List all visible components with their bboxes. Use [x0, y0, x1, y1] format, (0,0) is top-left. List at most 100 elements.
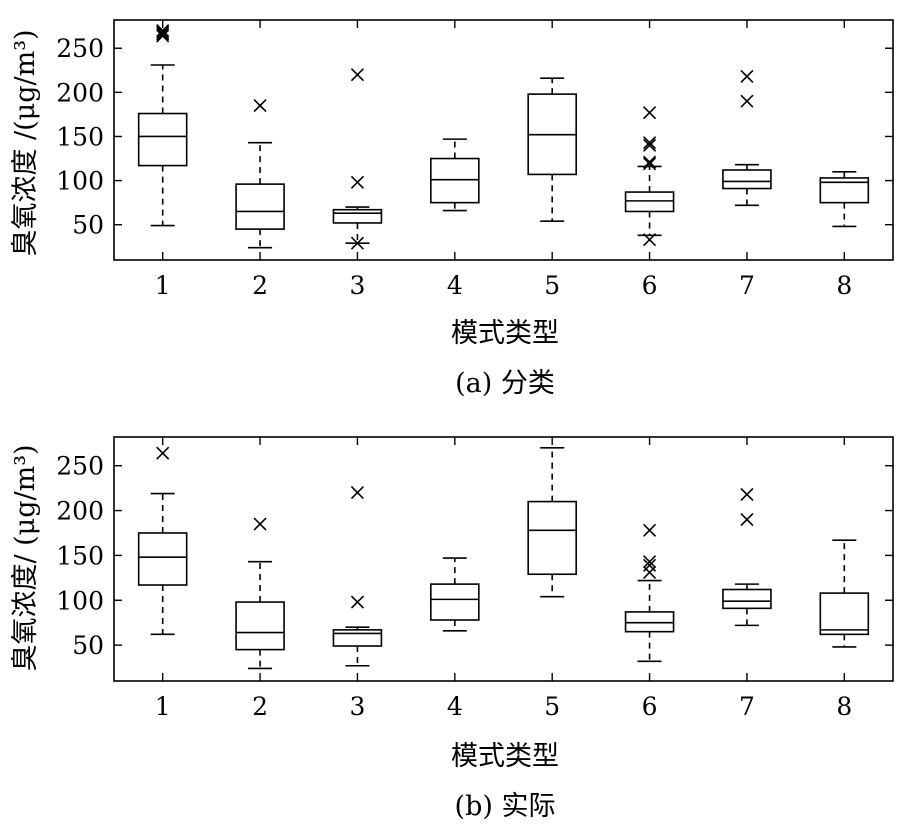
x-tick-label: 1 — [155, 692, 171, 721]
outlier-stroke — [350, 595, 365, 609]
plot-frame-a — [113, 19, 894, 261]
x-tick-label: 3 — [349, 692, 365, 721]
outlier-stroke — [642, 155, 657, 169]
box-7 — [722, 69, 772, 207]
outlier-stroke — [156, 446, 170, 460]
x-axis-a: 1 2 3 4 5 6 7 8 — [155, 20, 852, 300]
x-tick-label: 7 — [739, 271, 755, 300]
outlier-marker — [350, 595, 365, 609]
box-3 — [332, 68, 383, 250]
x-tick-label: 6 — [642, 271, 658, 300]
box-6 — [624, 523, 675, 663]
outlier-stroke — [156, 24, 170, 38]
box-body — [332, 208, 383, 224]
y-axis-b: 50 100 150 200 250 — [56, 452, 893, 660]
outlier-marker — [156, 29, 170, 43]
box-body — [137, 532, 188, 586]
y-tick-label: 150 — [56, 122, 104, 151]
outlier-marker — [740, 69, 754, 84]
box-1 — [137, 24, 188, 227]
x-tick-label: 4 — [447, 271, 463, 300]
outlier-marker — [253, 99, 267, 113]
boxes-b — [137, 446, 870, 670]
y-axis-label-b: 臭氧浓度/ (μg/m³) — [10, 444, 41, 671]
outlier-marker — [253, 517, 267, 531]
outlier-stroke — [350, 68, 365, 82]
outlier-marker — [642, 558, 657, 572]
y-tick-label: 50 — [72, 631, 104, 660]
y-tick-label: 100 — [56, 167, 104, 196]
outlier-stroke — [350, 486, 365, 500]
outlier-stroke — [350, 175, 365, 189]
box-3 — [332, 486, 383, 667]
outlier-stroke — [156, 25, 170, 39]
outlier-stroke — [642, 523, 657, 537]
box-body — [235, 183, 285, 230]
outlier-stroke — [642, 233, 657, 247]
x-tick-label: 3 — [349, 271, 365, 300]
x-tick-label: 1 — [155, 271, 171, 300]
outlier-marker — [740, 94, 754, 108]
box-2 — [235, 517, 285, 670]
y-tick-label: 250 — [56, 34, 104, 63]
outlier-stroke — [642, 138, 657, 152]
y-axis-a: 50 100 150 200 250 — [56, 34, 893, 240]
outlier-marker — [642, 233, 657, 247]
box-body — [722, 588, 772, 610]
box-5 — [527, 77, 577, 222]
outlier-marker — [156, 25, 170, 39]
y-tick-label: 50 — [72, 211, 104, 240]
outlier-marker — [350, 486, 365, 500]
box-7 — [722, 487, 772, 627]
x-tick-label: 6 — [642, 692, 658, 721]
x-axis-label-b: 模式类型 — [451, 741, 559, 772]
y-tick-label: 200 — [56, 78, 104, 107]
outlier-marker — [642, 565, 657, 580]
outlier-stroke — [740, 69, 754, 84]
outlier-stroke — [253, 99, 267, 113]
outlier-marker — [350, 68, 365, 82]
caption-b: (b) 实际 — [455, 791, 556, 822]
x-axis-b: 1 2 3 4 5 6 7 8 — [155, 437, 852, 721]
box-body — [722, 169, 772, 190]
outlier-stroke — [156, 27, 170, 41]
outlier-stroke — [156, 29, 170, 43]
box-body — [235, 601, 285, 651]
outlier-stroke — [642, 136, 657, 150]
outlier-marker — [642, 157, 657, 171]
caption-a: (a) 分类 — [455, 368, 555, 399]
box-body — [430, 157, 480, 204]
x-axis-label-a: 模式类型 — [451, 318, 559, 349]
box-body — [624, 191, 675, 213]
box-8 — [819, 539, 870, 648]
outlier-stroke — [740, 512, 754, 527]
box-4 — [430, 138, 480, 212]
box-body — [137, 112, 188, 167]
outlier-marker — [642, 138, 657, 152]
outlier-stroke — [740, 94, 754, 108]
box-5 — [527, 446, 577, 598]
outlier-marker — [642, 523, 657, 537]
y-tick-label: 150 — [56, 541, 104, 570]
chart-panel-a: 50 100 150 200 250 1 2 3 4 5 6 7 8 臭氧浓度 /(μg/m³) 模式… — [10, 19, 894, 399]
box-body — [332, 629, 383, 647]
box-body — [430, 583, 480, 621]
outlier-marker — [156, 24, 170, 38]
outlier-stroke — [350, 236, 365, 250]
y-axis-label-a: 臭氧浓度 /(μg/m³) — [10, 29, 41, 256]
x-tick-label: 2 — [252, 271, 268, 300]
outlier-stroke — [253, 517, 267, 531]
outlier-stroke — [642, 157, 657, 171]
outlier-stroke — [642, 558, 657, 572]
outlier-marker — [350, 175, 365, 189]
box-body — [624, 611, 675, 633]
x-tick-label: 8 — [836, 692, 852, 721]
x-tick-label: 4 — [447, 692, 463, 721]
x-tick-label: 5 — [544, 692, 560, 721]
outlier-marker — [642, 136, 657, 150]
outlier-marker — [642, 555, 657, 569]
outlier-stroke — [642, 106, 657, 120]
outlier-stroke — [740, 487, 754, 501]
outlier-marker — [642, 106, 657, 120]
